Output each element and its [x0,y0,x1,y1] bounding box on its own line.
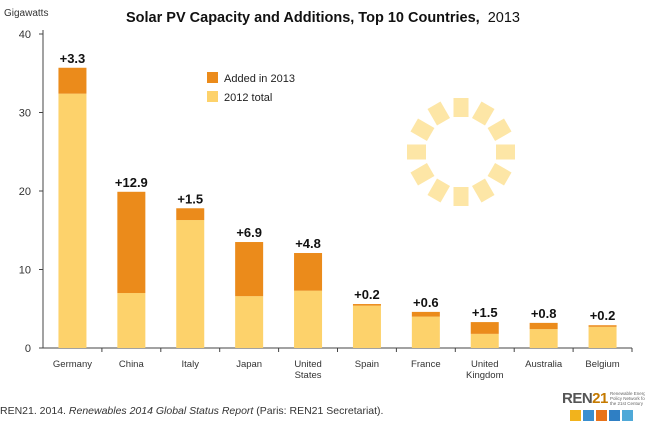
source-citation: REN21. 2014. Renewables 2014 Global Stat… [0,405,383,417]
bar-data-label: +0.6 [413,295,439,310]
sun-ray [496,144,515,160]
x-tick-label: Australia [525,359,563,370]
x-tick-label: Belgium [585,359,619,370]
logo-tile-icon [609,410,620,421]
legend-swatch [207,91,218,102]
logo-tile-icon [583,410,594,421]
sun-ray [472,178,495,203]
x-tick-label: United Kingdom [466,359,504,381]
sun-ray [410,163,435,186]
sun-ray [410,118,435,141]
source-suffix: (Paris: REN21 Secretariat). [253,405,384,417]
legend-label: Added in 2013 [224,73,295,85]
legend-label: 2012 total [224,92,272,104]
solar-pv-chart: Gigawatts Solar PV Capacity and Addition… [4,8,633,381]
x-tick-label: France [411,359,441,370]
bar-data-label: +1.5 [177,191,203,206]
bar-added-2013 [117,191,146,294]
bar-added-2013 [294,253,323,291]
logo-tile-icon [570,410,581,421]
sun-ray [453,187,469,206]
bar-data-label: +3.3 [60,51,86,66]
bar-2012-total [470,333,499,348]
sun-ray [472,101,495,126]
bar-data-label: +0.8 [531,306,557,321]
y-tick-label: 10 [19,265,31,277]
sun-ray [487,118,512,141]
bar-added-2013 [470,322,499,334]
chart-title-year: 2013 [488,10,520,26]
source-title: Renewables 2014 Global Status Report [68,405,254,417]
bar-2012-total [352,305,381,348]
bar-added-2013 [352,304,381,306]
bars: +3.3 +12.9 +1.5 +6.9 +4.8 +0.2 +0.6 +1.5 +0.8 +0.… [58,51,617,348]
logo-word: REN [562,390,593,407]
x-tick-label: Spain [355,359,379,370]
bar-data-label: +6.9 [236,225,262,240]
bar-data-label: +4.8 [295,236,321,251]
bar-data-label: +1.5 [472,305,498,320]
logo-tile-icon [596,410,607,421]
sun-ray [487,163,512,186]
ren21-logo: REN21 Renewable Energy Policy Network fo… [562,388,645,423]
y-tick-label: 30 [19,108,31,120]
legend: Added in 2013 2012 total [207,72,295,104]
bar-data-label: +0.2 [354,287,380,302]
legend-swatch [207,72,218,83]
bar-added-2013 [529,322,558,330]
sun-ray [427,101,450,126]
bar-2012-total [235,296,264,348]
bar-2012-total [58,93,87,348]
chart-title: Solar PV Capacity and Additions, Top 10 … [126,10,520,26]
sun-ray [453,98,469,117]
logo-tile-icon [622,410,633,421]
bar-2012-total [294,290,323,348]
bar-added-2013 [176,208,205,221]
x-tick-label: China [119,359,145,370]
sun-ray [407,144,426,160]
y-tick-label: 0 [25,343,31,355]
source-prefix: REN21. 2014. [0,405,69,417]
bar-2012-total [588,326,617,348]
bar-2012-total [176,220,205,348]
logo-number: 21 [592,390,608,407]
y-axis-label: Gigawatts [4,8,48,19]
x-axis: Germany China Italy Japan United States Spain F… [53,348,633,381]
y-tick-label: 40 [19,29,31,41]
bar-data-label: +12.9 [115,175,148,190]
bar-2012-total [411,316,440,348]
bar-2012-total [529,329,558,348]
x-tick-label: Italy [182,359,200,370]
bar-added-2013 [58,67,87,94]
bar-2012-total [117,293,146,348]
bar-added-2013 [235,242,264,297]
sun-ray [427,178,450,203]
bar-added-2013 [411,311,440,317]
y-tick-label: 20 [19,186,31,198]
logo-tagline: Renewable Energy Policy Network for the … [610,391,645,406]
x-tick-label: United States [294,359,321,381]
logo-wordmark: REN21 [562,390,608,407]
sun-icon [407,98,515,206]
x-tick-label: Germany [53,359,92,370]
bar-added-2013 [588,325,617,327]
bar-data-label: +0.2 [590,308,616,323]
chart-title-main: Solar PV Capacity and Additions, Top 10 … [126,10,480,26]
x-tick-label: Japan [236,359,262,370]
logo-icons [570,410,633,421]
